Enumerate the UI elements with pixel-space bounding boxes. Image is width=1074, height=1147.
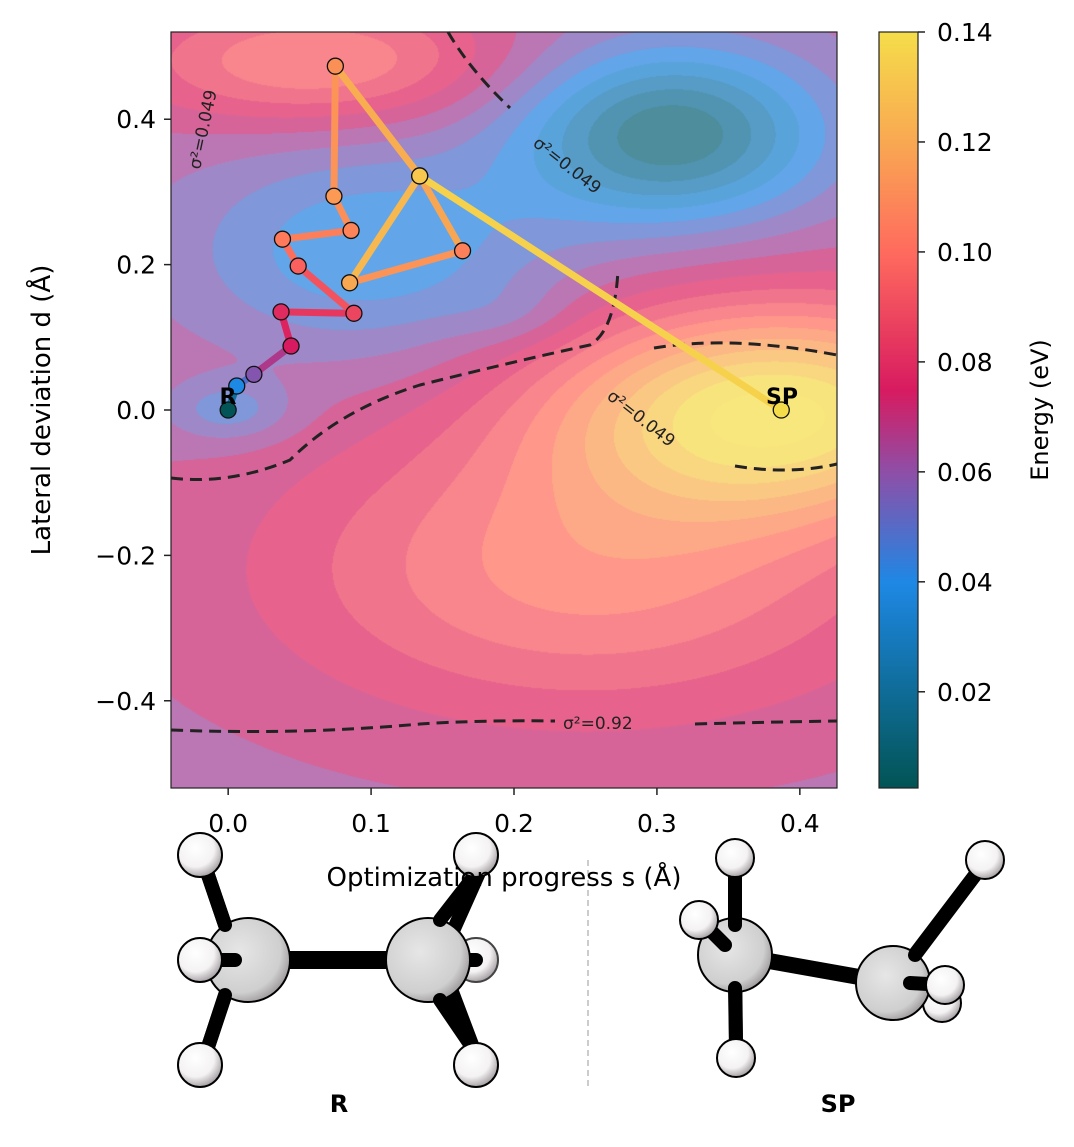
path-point <box>245 365 263 384</box>
molecule-r <box>177 832 499 1088</box>
path-point <box>289 257 307 275</box>
x-axis-label: Optimization progress s (Å) <box>327 861 682 893</box>
energy-contour-fill <box>171 32 837 788</box>
x-tick-label: 0.1 <box>351 809 391 838</box>
variance-contour-line <box>734 462 838 472</box>
y-tick-label: −0.4 <box>95 687 156 716</box>
hydrogen-atom <box>177 937 223 983</box>
colorbar-frame <box>878 31 919 789</box>
variance-contour-line <box>170 269 620 481</box>
molecule-sp-label: SP <box>821 1090 856 1118</box>
hydrogen-atom <box>453 1042 499 1088</box>
hydrogen-atom <box>177 832 223 878</box>
colorbar-tick-label: 0.10 <box>937 238 993 267</box>
hydrogen-atom <box>716 1038 756 1078</box>
colorbar-tick-label: 0.06 <box>937 458 993 487</box>
colorbar-tick-label: 0.14 <box>937 18 993 47</box>
colorbar-label: Energy (eV) <box>1026 339 1054 481</box>
path-segment <box>277 308 358 317</box>
colorbar-tick-label: 0.08 <box>937 348 993 377</box>
x-tick-label: 0.4 <box>780 809 820 838</box>
colorbar-tick-label: 0.02 <box>937 678 993 707</box>
path-point <box>228 377 246 395</box>
hydrogen-atom <box>177 1042 223 1088</box>
colorbar-axis: 0.02 0.04 0.06 0.08 0.10 0.12 0.14 <box>918 18 993 707</box>
path-segment <box>278 226 355 243</box>
path-point <box>411 167 429 185</box>
y-tick-label: 0.4 <box>116 105 156 134</box>
variance-contour-line <box>653 341 838 357</box>
y-tick-label: 0.0 <box>116 396 156 425</box>
molecule-sp <box>679 838 1005 1078</box>
path-point <box>453 242 472 260</box>
colorbar-gradient <box>879 32 918 788</box>
path-point <box>325 187 343 205</box>
y-axis: 0.4 0.2 0.0 −0.2 −0.4 <box>95 105 171 716</box>
end-label: SP <box>766 385 798 410</box>
y-tick-label: 0.2 <box>116 251 156 280</box>
x-tick-label: 0.2 <box>494 809 534 838</box>
path-segment <box>331 62 424 180</box>
path-point <box>772 401 790 419</box>
start-label: R <box>220 385 237 410</box>
x-tick-label: 0.0 <box>208 809 248 838</box>
contour-label: σ²=0.049 <box>185 88 221 171</box>
contour-label: σ²=0.049 <box>603 386 679 451</box>
path-point <box>273 230 292 248</box>
colorbar-tick-label: 0.04 <box>937 568 993 597</box>
hydrogen-atom <box>965 840 1005 880</box>
contour-label: σ²=0.049 <box>529 133 605 198</box>
plot-frame <box>170 31 838 789</box>
x-axis: 0.0 0.1 0.2 0.3 0.4 <box>208 788 820 838</box>
carbon-atom <box>385 917 471 1003</box>
path-point <box>219 401 237 419</box>
contour-label: σ²=0.92 <box>563 714 633 734</box>
variance-contour-line <box>446 31 512 110</box>
path-point <box>326 57 345 75</box>
colorbar-tick-label: 0.12 <box>937 128 993 157</box>
y-tick-label: −0.2 <box>95 541 156 570</box>
path-point <box>342 221 360 240</box>
path-point <box>282 337 300 355</box>
x-tick-label: 0.3 <box>637 809 677 838</box>
y-axis-label: Lateral deviation d (Å) <box>25 265 57 556</box>
hydrogen-atom <box>679 900 719 940</box>
path-point <box>272 303 290 321</box>
path-point <box>345 304 363 322</box>
path-segment <box>416 172 467 255</box>
variance-contours <box>170 31 838 734</box>
path-segment <box>346 247 467 287</box>
path-segment <box>330 62 339 200</box>
variance-contour-line <box>694 719 838 726</box>
path-segment <box>294 262 358 317</box>
hydrogen-atom <box>925 965 965 1005</box>
variance-contour-line <box>170 719 556 734</box>
optimization-path <box>219 57 790 419</box>
path-point <box>340 274 359 292</box>
hydrogen-atom <box>715 838 755 878</box>
hydrogen-atom <box>453 832 499 878</box>
path-segment <box>346 172 424 287</box>
path-segment <box>416 172 785 414</box>
molecule-r-label: R <box>330 1090 348 1118</box>
